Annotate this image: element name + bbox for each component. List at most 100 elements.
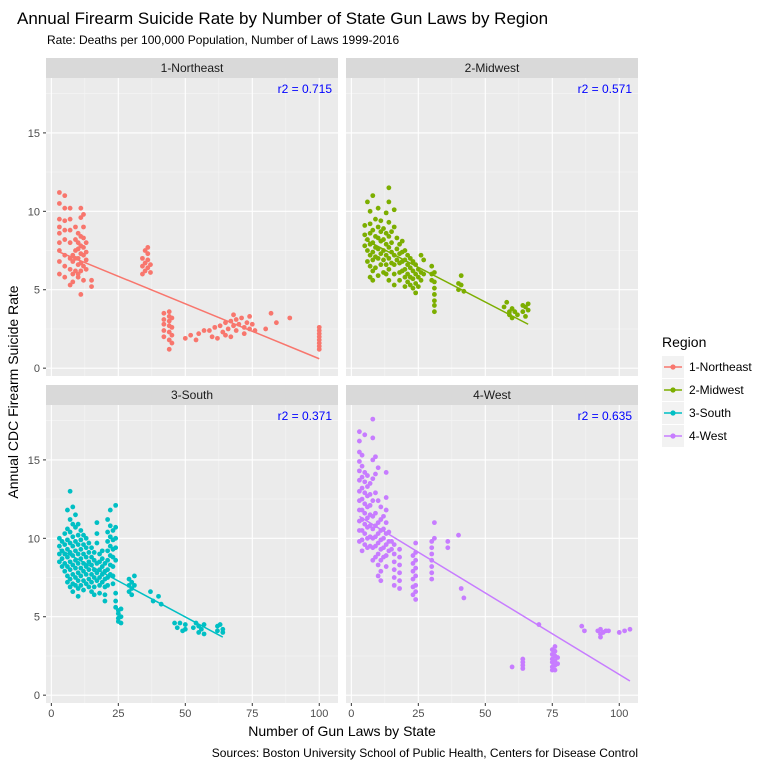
data-point: [81, 551, 86, 557]
data-point: [67, 529, 73, 535]
data-point: [161, 310, 167, 316]
data-point: [373, 454, 378, 460]
legend-key-point: [670, 364, 676, 370]
data-point: [193, 337, 199, 343]
data-point: [67, 517, 73, 522]
y-tick-label: 10: [28, 206, 40, 218]
data-point: [373, 216, 378, 222]
data-point: [67, 227, 73, 233]
data-point: [78, 546, 84, 552]
data-point: [445, 545, 451, 551]
data-point: [102, 592, 108, 598]
data-point: [81, 568, 86, 574]
data-point: [413, 271, 419, 277]
data-point: [381, 545, 386, 551]
data-point: [56, 271, 62, 277]
data-point: [397, 586, 402, 591]
data-point: [418, 252, 424, 258]
legend-items: 1-Northeast 2-Midwest 3-South 4-West: [662, 356, 752, 447]
data-point: [81, 532, 86, 538]
chart-caption: Sources: Boston University School of Pub…: [212, 746, 638, 760]
data-point: [383, 241, 389, 247]
data-point: [73, 539, 78, 544]
data-point: [410, 276, 416, 282]
data-point: [110, 528, 116, 533]
data-point: [99, 556, 105, 562]
data-point: [129, 579, 135, 585]
data-point: [432, 292, 437, 297]
data-point: [215, 335, 220, 341]
data-point: [410, 576, 416, 582]
data-point: [65, 564, 70, 569]
data-point: [75, 578, 81, 584]
data-point: [56, 543, 62, 549]
y-tick-label: 5: [34, 612, 40, 624]
data-point: [67, 282, 73, 288]
data-point: [405, 271, 411, 277]
data-point: [391, 224, 397, 230]
legend-title: Region: [662, 334, 706, 350]
data-point: [627, 626, 633, 632]
data-point: [209, 334, 215, 340]
x-tick-label: 0: [48, 708, 54, 720]
data-point: [182, 626, 188, 632]
data-point: [113, 557, 119, 563]
data-point: [370, 526, 376, 532]
data-point: [70, 571, 76, 577]
data-point: [113, 545, 119, 551]
data-point: [220, 329, 226, 335]
data-point: [56, 201, 62, 206]
data-point: [389, 546, 394, 552]
facet-strip: [46, 58, 338, 78]
data-point: [78, 268, 84, 274]
data-point: [166, 318, 172, 324]
data-point: [367, 502, 373, 508]
data-point: [383, 271, 389, 277]
data-point: [397, 578, 402, 584]
data-point: [359, 485, 365, 491]
data-point: [373, 490, 378, 496]
data-point: [73, 237, 78, 242]
data-point: [99, 579, 105, 585]
data-point: [316, 346, 322, 352]
data-point: [148, 262, 153, 268]
data-point: [67, 205, 73, 211]
data-point: [83, 554, 89, 560]
data-point: [410, 553, 416, 558]
data-point: [391, 262, 397, 268]
legend-item: 3-South: [662, 402, 731, 424]
data-point: [367, 230, 373, 236]
data-point: [391, 551, 397, 557]
data-point: [359, 507, 365, 513]
data-point: [370, 476, 376, 482]
data-point: [113, 598, 119, 604]
data-point: [107, 507, 113, 513]
data-point: [145, 251, 151, 257]
data-point: [70, 562, 76, 568]
data-point: [56, 240, 62, 246]
data-point: [381, 535, 386, 541]
data-point: [78, 528, 84, 533]
data-point: [399, 238, 405, 244]
data-point: [161, 328, 167, 333]
data-point: [367, 274, 373, 280]
data-point: [75, 230, 81, 236]
data-point: [367, 263, 373, 269]
y-tick-label: 15: [28, 455, 40, 467]
data-point: [383, 495, 389, 500]
data-point: [598, 634, 603, 640]
data-point: [65, 579, 70, 585]
data-point: [381, 237, 386, 242]
data-point: [126, 589, 132, 595]
data-point: [552, 658, 558, 664]
data-point: [86, 567, 92, 573]
data-point: [83, 545, 89, 551]
facet-strip-label: 2-Midwest: [465, 61, 520, 75]
data-point: [509, 664, 515, 670]
data-point: [169, 315, 175, 321]
data-point: [62, 568, 68, 574]
data-point: [356, 438, 362, 444]
data-point: [132, 573, 137, 579]
data-point: [105, 567, 111, 573]
data-point: [616, 630, 622, 635]
